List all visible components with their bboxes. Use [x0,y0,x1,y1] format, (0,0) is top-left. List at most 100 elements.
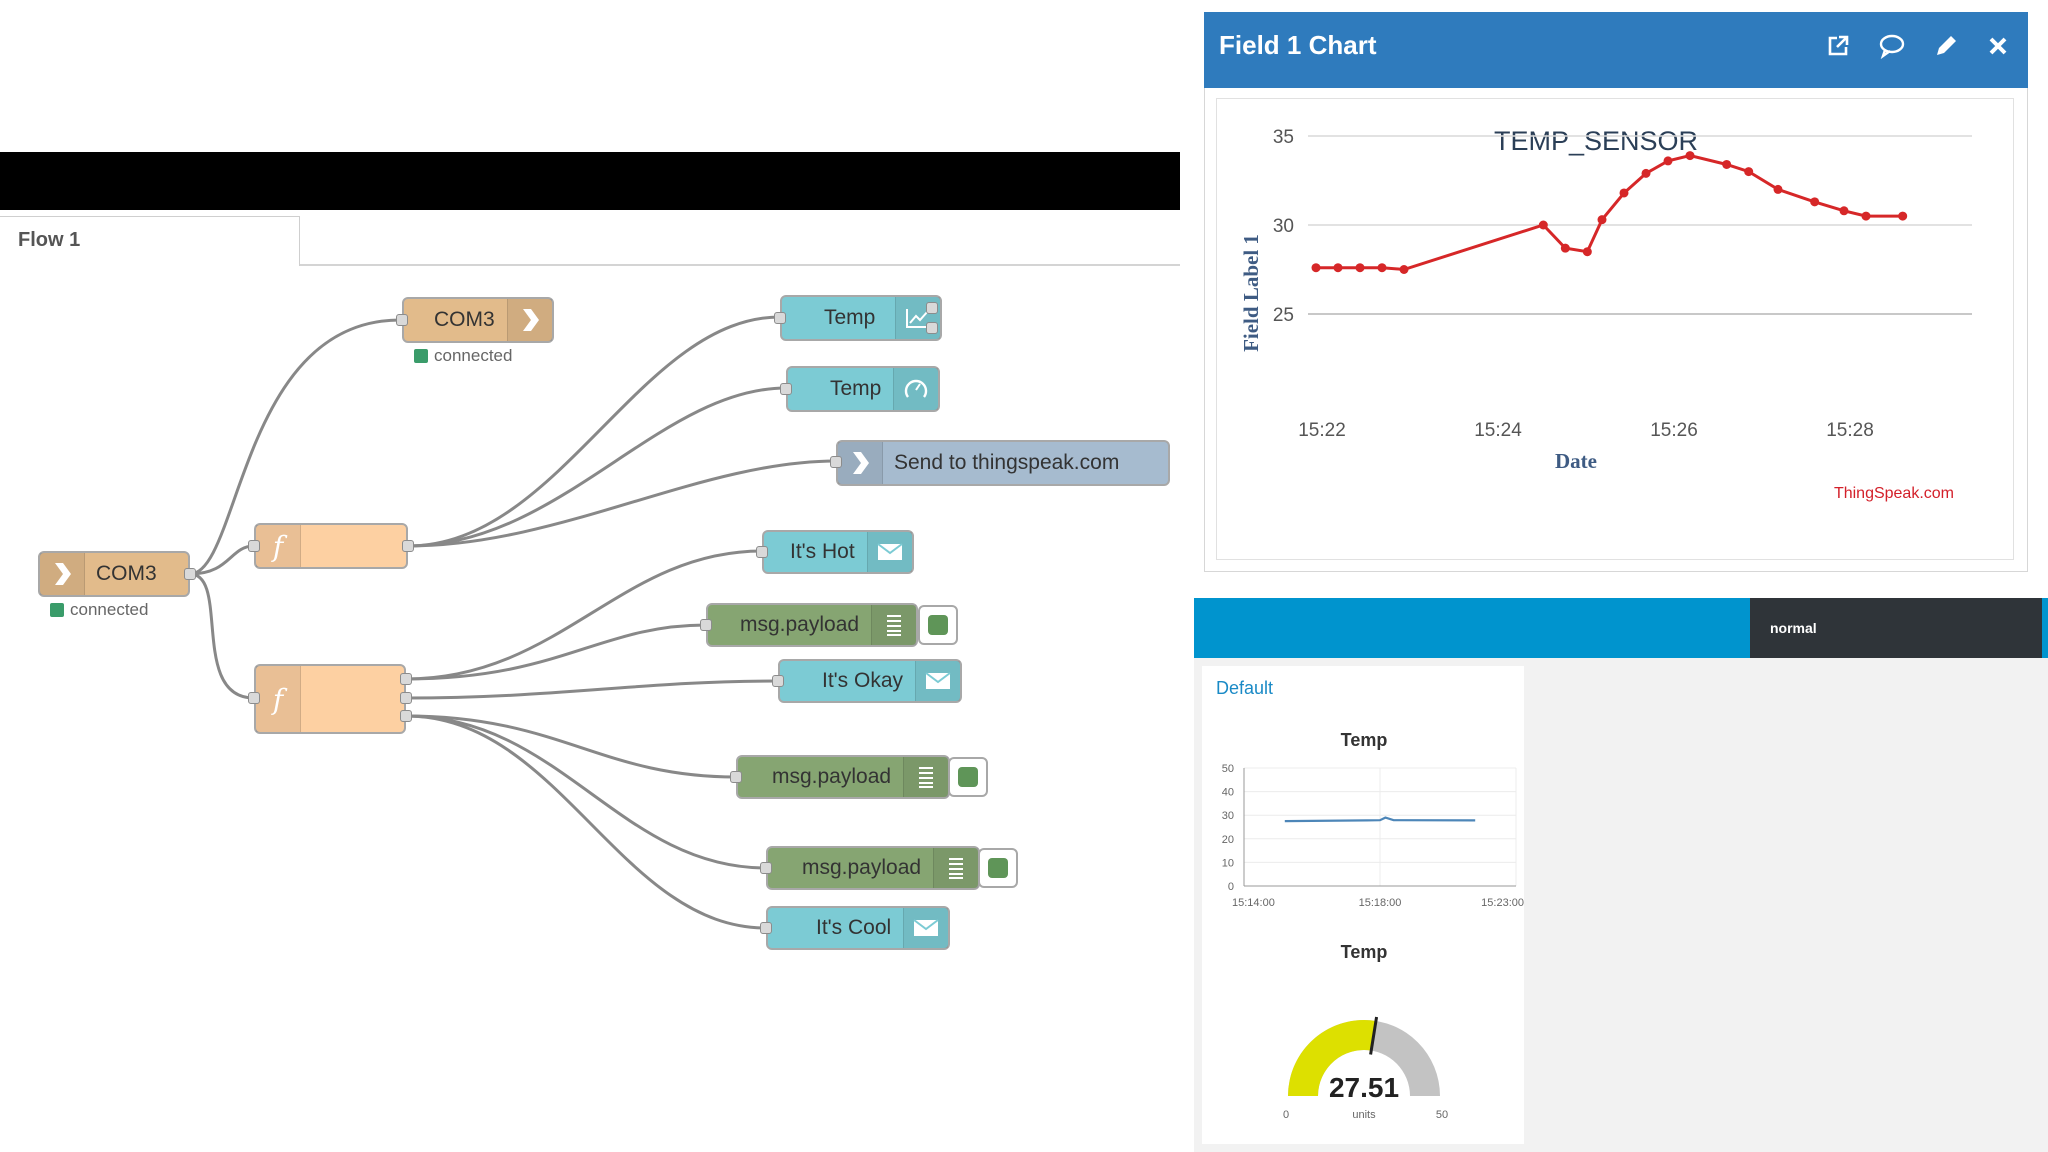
node-label: COM3 [96,562,157,585]
wire[interactable] [189,544,255,576]
input-port[interactable] [772,675,784,687]
close-icon[interactable] [1982,30,2014,62]
series-line [1284,816,1476,823]
output-port[interactable] [402,540,414,552]
data-point[interactable] [1311,263,1321,273]
wire[interactable] [407,315,781,548]
output-port[interactable] [184,568,196,580]
output-port[interactable] [926,302,938,314]
input-port[interactable] [830,456,842,468]
status-dot-icon [50,603,64,617]
x-tick-label: 15:24 [1474,420,1522,441]
function-icon: f [256,666,301,732]
input-port[interactable] [760,922,772,934]
email-node-hot[interactable]: It's Hot [762,530,914,574]
data-point[interactable] [1861,211,1871,221]
data-point[interactable] [1641,168,1651,178]
debug-toggle-button[interactable] [978,848,1018,888]
wire[interactable] [407,386,787,548]
wire[interactable] [189,318,401,576]
node-label: msg.payload [772,765,892,788]
debug-node[interactable]: msg.payload [766,846,980,890]
wire[interactable] [405,623,707,681]
ui-chart-node[interactable]: Temp [780,295,942,341]
y-tick-label: 30 [1273,216,1294,237]
data-point[interactable] [1399,265,1409,274]
data-point[interactable] [1582,247,1592,257]
y-tick-label: 35 [1273,127,1294,148]
data-point[interactable] [1663,156,1673,166]
data-point[interactable] [1597,215,1607,225]
input-port[interactable] [760,862,772,874]
pencil-icon[interactable] [1930,30,1962,62]
data-point[interactable] [1744,167,1754,177]
data-point[interactable] [1377,263,1387,273]
data-point[interactable] [1810,197,1820,207]
data-point[interactable] [1722,159,1732,169]
thingspeak-credit[interactable]: ThingSpeak.com [1834,485,1954,502]
external-link-icon[interactable] [1822,30,1854,62]
wire[interactable] [405,714,737,779]
tab-flow-1[interactable]: Flow 1 [0,216,300,266]
email-node-cool[interactable]: It's Cool [766,906,950,950]
x-axis-label: Date [1555,449,1597,473]
output-port[interactable] [400,710,412,722]
data-point[interactable] [1839,206,1849,216]
debug-node[interactable]: msg.payload [736,755,950,799]
output-port[interactable] [400,692,412,704]
tab-label: Flow 1 [18,229,81,251]
y-tick-label: 10 [1222,857,1234,869]
gauge-fill [1288,1020,1376,1096]
function-node[interactable]: f [254,664,406,734]
debug-toggle-button[interactable] [918,605,958,645]
wire[interactable] [405,714,767,930]
y-axis-label: Field Label 1 [1239,234,1263,352]
dashboard-mode-panel: normal [1750,598,2042,658]
x-tick-label: 15:26 [1650,420,1698,441]
y-tick-label: 25 [1273,305,1294,326]
input-port[interactable] [730,771,742,783]
serial-out-node[interactable]: COM3 [402,297,554,343]
wire[interactable] [405,549,763,681]
x-tick-label: 15:18:00 [1359,897,1402,909]
wire[interactable] [405,714,767,870]
node-label: It's Okay [822,669,904,692]
list-icon [871,605,916,645]
comment-icon[interactable] [1876,30,1908,62]
x-tick-label: 15:14:00 [1232,897,1275,909]
serial-in-node[interactable]: COM3 [38,551,190,597]
data-point[interactable] [1560,243,1570,253]
envelope-icon [903,908,948,948]
input-port[interactable] [774,312,786,324]
node-label: Temp [830,377,882,400]
wire[interactable] [189,572,255,700]
input-port[interactable] [248,540,260,552]
data-point[interactable] [1333,263,1343,273]
node-status: connected [50,600,148,620]
input-port[interactable] [396,314,408,326]
data-point[interactable] [1898,211,1908,221]
input-port[interactable] [700,619,712,631]
data-point[interactable] [1685,151,1695,161]
function-icon: f [256,525,301,567]
list-icon [933,848,978,888]
input-port[interactable] [780,383,792,395]
output-port[interactable] [400,673,412,685]
input-port[interactable] [248,692,260,704]
email-node-okay[interactable]: It's Okay [778,659,962,703]
data-point[interactable] [1355,263,1365,273]
data-point[interactable] [1619,188,1629,198]
ui-gauge-node[interactable]: Temp [786,366,940,412]
debug-node[interactable]: msg.payload [706,603,918,647]
output-port[interactable] [926,322,938,334]
gauge-min-label: 0 [1283,1109,1289,1121]
data-point[interactable] [1538,220,1548,230]
input-port[interactable] [756,546,768,558]
mqtt-out-node[interactable]: Send to thingspeak.com [836,440,1170,486]
wire[interactable] [407,459,837,548]
wire[interactable] [405,679,779,700]
debug-toggle-button[interactable] [948,757,988,797]
function-node[interactable]: f [254,523,408,569]
y-tick-label: 40 [1222,787,1234,799]
data-point[interactable] [1773,184,1783,194]
